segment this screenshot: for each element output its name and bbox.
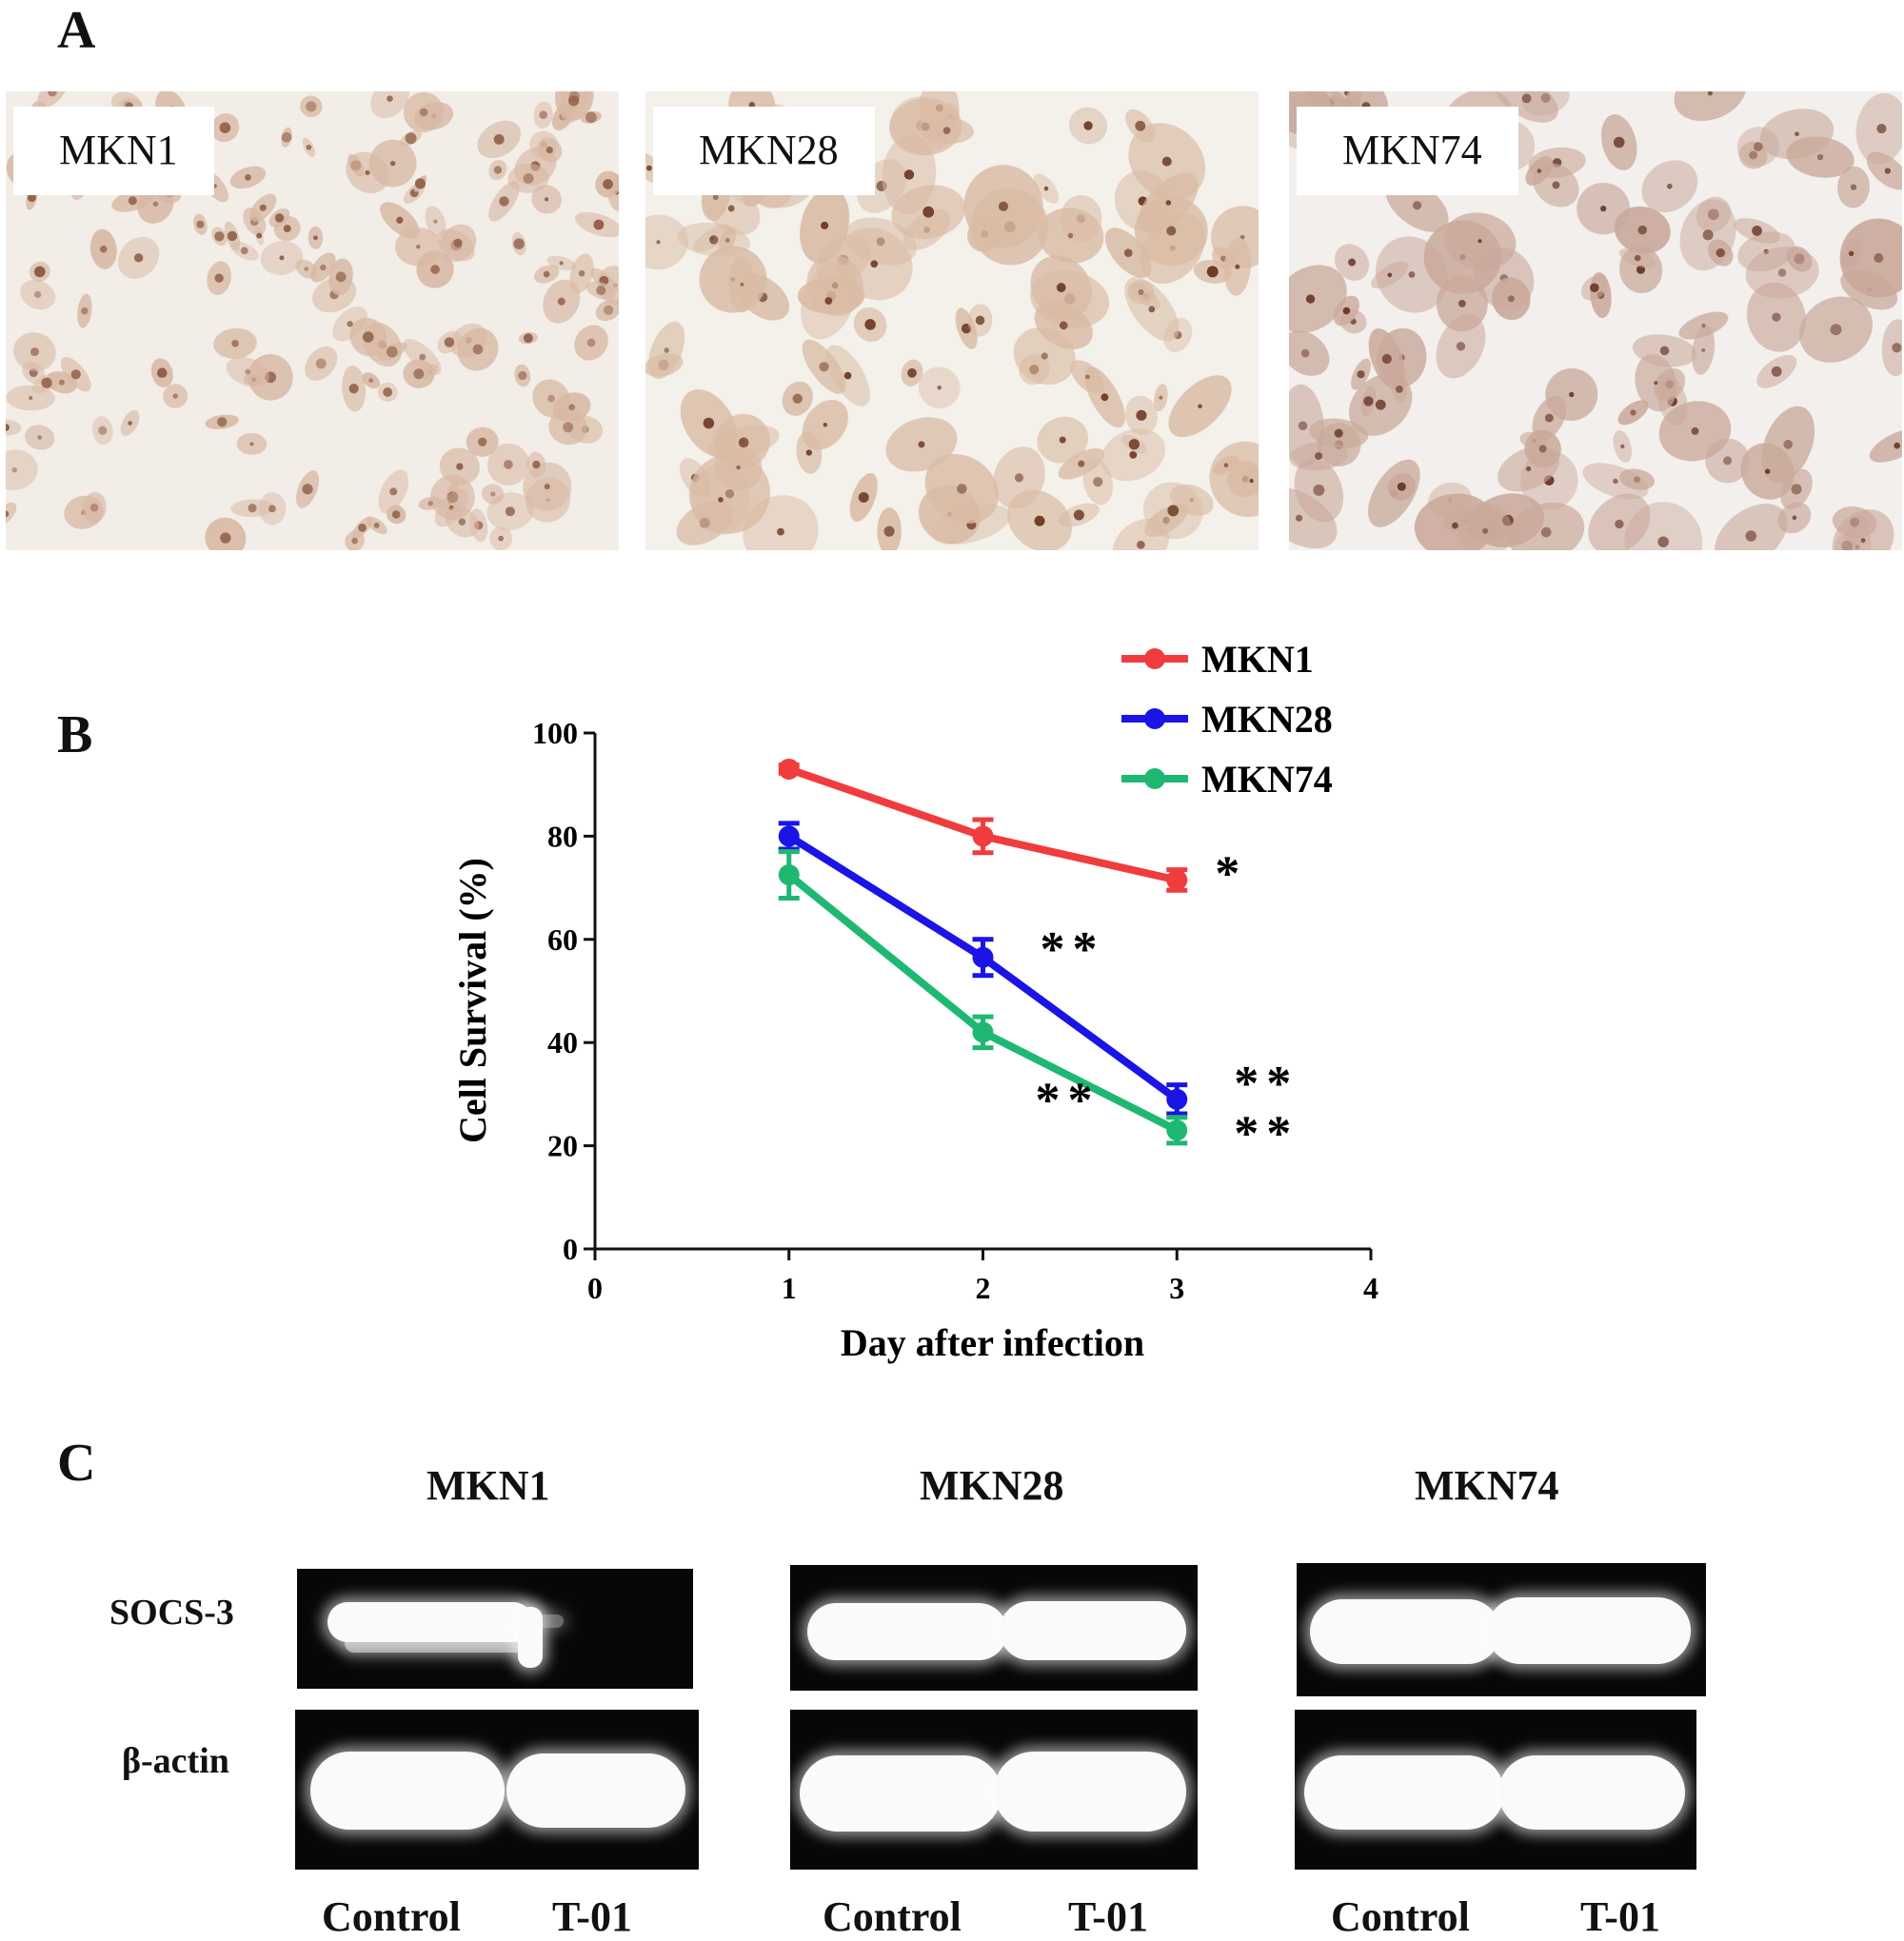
lane-label-t01: T-01	[1580, 1893, 1660, 1940]
x-tick-label: 2	[976, 1271, 991, 1305]
band	[800, 1755, 1002, 1832]
micrograph-mkn28: MKN28	[645, 91, 1259, 550]
panel-c-label: C	[57, 1434, 96, 1493]
band	[526, 1614, 564, 1628]
band	[1487, 1597, 1691, 1664]
panel-a-label: A	[57, 1, 96, 60]
legend-marker	[1144, 648, 1165, 669]
blot-title-mkn74: MKN74	[1415, 1462, 1559, 1509]
data-point-mkn1	[1166, 869, 1188, 891]
data-point-mkn74	[778, 864, 800, 886]
y-tick-label: 20	[547, 1129, 578, 1163]
band	[1000, 1601, 1186, 1660]
legend-label: MKN28	[1201, 698, 1333, 741]
y-axis-label: Cell Survival (%)	[451, 858, 494, 1143]
band	[518, 1607, 543, 1668]
data-point-mkn28	[972, 946, 994, 968]
panel-b-label: B	[57, 705, 93, 764]
series-line-mkn74	[786, 871, 1180, 1134]
lane-label-t01: T-01	[1068, 1893, 1148, 1940]
micrograph-mkn74: MKN74	[1289, 91, 1902, 550]
data-point-mkn28	[778, 825, 800, 847]
x-tick-label: 0	[587, 1271, 603, 1305]
survival-line-chart: 0 20 40 60 80 100 0 1 2 3 4 Day after infection Cell…	[451, 638, 1378, 1364]
data-point-mkn28	[1166, 1088, 1188, 1110]
blot-actin-mkn1	[295, 1710, 699, 1870]
legend-marker	[1144, 708, 1165, 729]
y-tick-label: 80	[547, 819, 578, 853]
micrograph-label: MKN74	[1297, 107, 1518, 195]
row-label-beta-actin: β-actin	[122, 1741, 229, 1781]
blot-actin-mkn28	[790, 1710, 1198, 1870]
band	[345, 1634, 535, 1653]
lane-label-control: Control	[322, 1893, 461, 1940]
band	[1498, 1755, 1685, 1830]
micrograph-label: MKN28	[653, 107, 875, 195]
band	[1304, 1755, 1504, 1830]
lane-label-t01: T-01	[552, 1893, 632, 1940]
data-point-mkn74	[1166, 1119, 1188, 1141]
micrograph-mkn1: MKN1	[6, 91, 619, 550]
y-tick-label: 100	[532, 716, 578, 750]
significance-marker: *	[1215, 846, 1247, 901]
micrograph-image	[6, 91, 619, 550]
significance-marker: **	[1234, 1057, 1299, 1111]
blot-actin-mkn74	[1295, 1710, 1696, 1870]
band	[506, 1753, 685, 1828]
legend-label: MKN74	[1201, 758, 1333, 801]
band	[994, 1752, 1186, 1832]
legend-marker	[1144, 768, 1165, 789]
significance-marker: **	[1041, 922, 1105, 977]
blot-socs3-mkn74	[1297, 1563, 1706, 1696]
micrograph-label: MKN1	[13, 107, 214, 195]
data-point-mkn1	[972, 825, 994, 847]
band	[310, 1752, 505, 1830]
blot-title-mkn1: MKN1	[426, 1462, 550, 1509]
blot-title-mkn28: MKN28	[920, 1462, 1064, 1509]
data-point-mkn74	[972, 1021, 994, 1043]
x-tick-label: 4	[1363, 1271, 1378, 1305]
lane-label-control: Control	[823, 1893, 962, 1940]
y-tick-label: 0	[563, 1232, 578, 1266]
y-tick-label: 60	[547, 922, 578, 957]
x-tick-label: 1	[782, 1271, 797, 1305]
band	[807, 1603, 1007, 1660]
y-tick-label: 40	[547, 1025, 578, 1060]
x-tick-label: 3	[1169, 1271, 1184, 1305]
data-point-mkn1	[778, 758, 800, 780]
legend-label: MKN1	[1201, 638, 1314, 681]
significance-marker: **	[1036, 1073, 1101, 1127]
row-label-socs3: SOCS-3	[109, 1593, 234, 1633]
blot-socs3-mkn1	[297, 1569, 693, 1689]
significance-marker: **	[1234, 1106, 1299, 1160]
x-axis-label: Day after infection	[841, 1321, 1144, 1364]
band	[1310, 1599, 1500, 1664]
blot-socs3-mkn28	[790, 1565, 1198, 1691]
lane-label-control: Control	[1331, 1893, 1470, 1940]
